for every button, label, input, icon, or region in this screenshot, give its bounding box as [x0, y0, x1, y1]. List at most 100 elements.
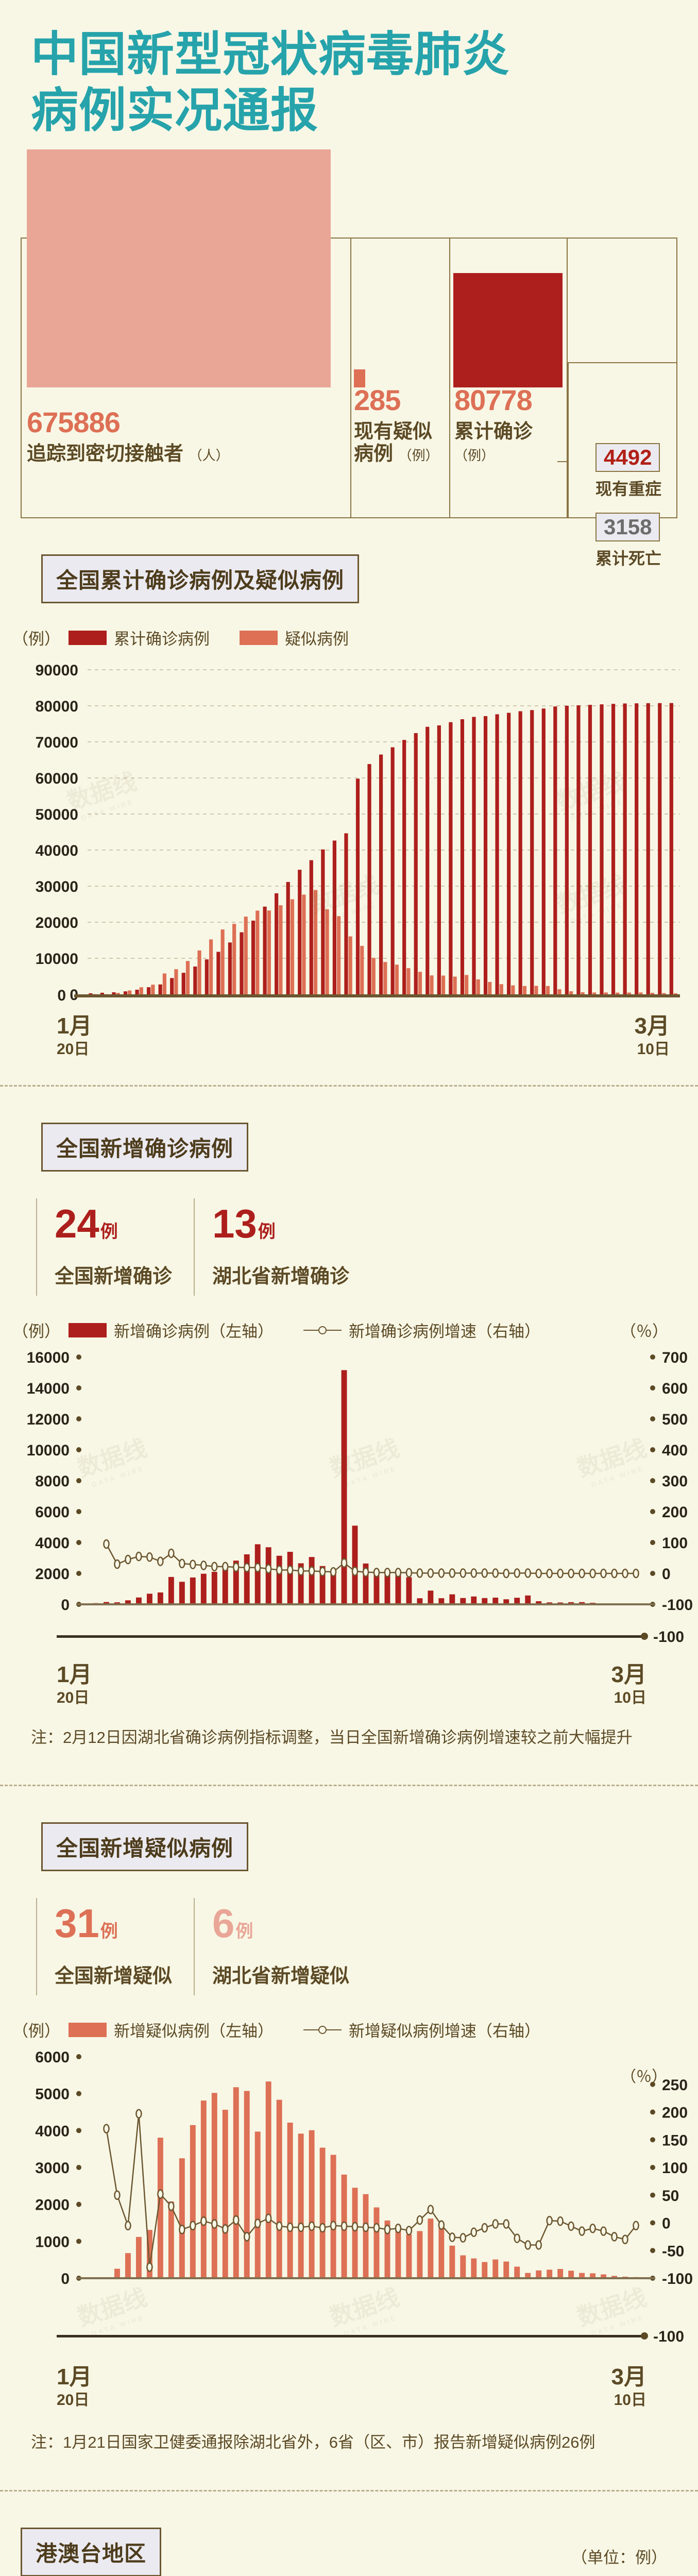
- legend-label-new-suspected-line: 新增疑似病例增速（右轴）: [349, 2022, 540, 2041]
- divider: [0, 2489, 698, 2492]
- yaxis-right-unit-new-suspected: （％）: [621, 2069, 667, 2086]
- svg-text:6000: 6000: [35, 1504, 70, 1521]
- chart-new-suspected-svg: 0 1000 2000 3000 4000 5000 6000 -100 -50 0 50 100 15…: [35, 2049, 693, 2345]
- kpi-national-new-confirmed-value-wrap: 24例: [55, 1204, 194, 1244]
- svg-text:50: 50: [662, 2188, 679, 2205]
- xaxis-start-day: 20日: [57, 1041, 90, 1058]
- stat-confirmed-value: 80778: [454, 383, 533, 416]
- kpi-hubei-new-confirmed-unit: 例: [258, 1222, 276, 1242]
- xaxis-end-day: 10日: [614, 2392, 646, 2409]
- svg-text:400: 400: [662, 1442, 688, 1459]
- legend-unit-right-new-confirmed: （％）: [620, 1323, 668, 1341]
- stat-suspected-label-text: 现有疑似病例: [354, 420, 433, 465]
- svg-text:8000: 8000: [35, 1473, 70, 1490]
- section-heading-new-suspected-text: 全国新增疑似病例: [56, 1836, 234, 1861]
- kpi-national-new-suspected-caption: 全国新增疑似: [55, 1965, 173, 1988]
- stat-confirmed-label: 累计确诊 （例）: [454, 421, 565, 466]
- svg-text:0: 0: [57, 987, 66, 1004]
- svg-text:100: 100: [662, 2160, 688, 2177]
- kpi-hubei-new-suspected-value: 6: [212, 1901, 235, 1946]
- svg-text:-100: -100: [662, 1597, 693, 1614]
- stat-confirmed-label-text: 累计确诊: [454, 420, 533, 443]
- kpi-national-new-confirmed-value: 24: [55, 1201, 99, 1247]
- xaxis-start-new-suspected: 1月 20日: [57, 2366, 92, 2412]
- xaxis-end-month: 3月: [611, 1662, 646, 1688]
- title-line-2: 病例实况通报: [31, 84, 319, 137]
- svg-text:100: 100: [662, 1535, 688, 1552]
- legend-label-new-confirmed-line: 新增确诊病例增速（右轴）: [349, 1323, 540, 1341]
- svg-text:-100: -100: [653, 1629, 684, 1646]
- kpi-hubei-new-suspected-caption: 湖北省新增疑似: [212, 1965, 350, 1988]
- xaxis-start-day: 20日: [57, 2392, 90, 2409]
- stat-contacts-label-text: 追踪到密切接触者: [27, 443, 184, 465]
- legend-swatch-suspected-icon: [240, 630, 278, 645]
- svg-text:6000: 6000: [35, 2049, 70, 2066]
- svg-text:0: 0: [61, 1597, 70, 1614]
- legend-new-confirmed: （例） 新增确诊病例（左轴） 新增确诊病例增速（右轴） （％）: [12, 1318, 698, 1342]
- chart-cumulative: 数据线 DATA WIRE 数据线 DATA WIRE 数据线 DATA WIRE 数…: [0, 654, 698, 1058]
- svg-text:40000: 40000: [36, 842, 78, 859]
- chart-cumulative-svg: 0 10000 20000 30000 40000 50000 60000 70000 8000…: [36, 662, 680, 1004]
- stat-severe-value: 4492: [595, 443, 660, 472]
- stat-contacts: 675886 追踪到密切接触者 （人）: [27, 408, 341, 466]
- svg-text:300: 300: [662, 1473, 688, 1490]
- svg-text:90000: 90000: [36, 662, 78, 679]
- svg-text:50000: 50000: [36, 806, 78, 823]
- stat-deaths-label: 累计死亡: [595, 549, 662, 568]
- stat-suspected: 285 现有疑似病例 （例）: [354, 383, 447, 466]
- title-block: 中国新型冠状病毒肺炎 病例实况通报: [0, 0, 698, 139]
- svg-text:30000: 30000: [36, 878, 78, 895]
- kpi-national-new-confirmed: 24例 全国新增确诊: [36, 1198, 194, 1296]
- legend-new-suspected: （例） 新增疑似病例（左轴） 新增疑似病例增速（右轴）: [12, 2018, 698, 2041]
- svg-text:80000: 80000: [36, 698, 78, 715]
- stat-contacts-label: 追踪到密切接触者 （人）: [27, 443, 341, 466]
- svg-text:4000: 4000: [35, 2123, 70, 2140]
- kpi-hubei-new-suspected: 6例 湖北省新增疑似: [194, 1898, 429, 1996]
- xaxis-end-day: 10日: [614, 1689, 646, 1707]
- page-title: 中国新型冠状病毒肺炎 病例实况通报: [31, 27, 667, 139]
- kpi-hubei-new-confirmed-caption: 湖北省新增确诊: [212, 1266, 350, 1288]
- xaxis-start-cumulative: 1月 20日: [57, 1015, 92, 1061]
- section-heading-regions: 港澳台地区: [21, 2527, 162, 2576]
- legend-label-new-confirmed-bar: 新增确诊病例（左轴）: [114, 1323, 274, 1341]
- svg-text:0: 0: [662, 2215, 671, 2232]
- xaxis-start-month: 1月: [57, 1662, 92, 1688]
- title-line-1: 中国新型冠状病毒肺炎: [31, 28, 510, 81]
- legend-unit-left-new-suspected: （例）: [12, 2022, 60, 2041]
- svg-text:14000: 14000: [27, 1380, 70, 1397]
- svg-text:3000: 3000: [35, 2160, 70, 2177]
- kpi-group-new-suspected: 31例 全国新增疑似 6例 湖北省新增疑似: [36, 1898, 698, 1996]
- kpi-national-new-suspected-value-wrap: 31例: [55, 1903, 194, 1943]
- chart-new-confirmed-svg: 0200040006000800010000120001400016000-10…: [27, 1349, 693, 1646]
- svg-text:150: 150: [662, 2132, 688, 2149]
- chart-new-confirmed: 数据线 DATA WIRE 数据线 DATA WIRE 数据线 DATA WIRE 0…: [0, 1347, 698, 1706]
- stat-contacts-value: 675886: [27, 406, 121, 439]
- legend-swatch-new-suspected-icon: [69, 2022, 107, 2037]
- svg-text:12000: 12000: [27, 1411, 70, 1428]
- xaxis-end-new-suspected: 3月 10日: [611, 2366, 646, 2412]
- stat-confirmed-unit: （例）: [454, 448, 495, 464]
- note-new-suspected: 注：1月21日国家卫健委通报除湖北省外，6省（区、市）报告新增疑似病例26例: [31, 2433, 595, 2452]
- svg-text:200: 200: [662, 2105, 688, 2122]
- chart-new-suspected: （％） 数据线 DATA WIRE 数据线 DATA WIRE 数据线 DATA WI…: [0, 2046, 698, 2409]
- legend-item-new-confirmed-line: 新增确诊病例增速（右轴）: [303, 1318, 540, 1342]
- stat-suspected-value: 285: [354, 383, 401, 416]
- xaxis-end-month: 3月: [634, 1013, 670, 1039]
- stat-suspected-label: 现有疑似病例 （例）: [354, 421, 447, 466]
- stat-severe: 4492 现有重症: [595, 443, 661, 500]
- svg-text:0: 0: [662, 1566, 671, 1583]
- stat-suspected-unit: （例）: [398, 448, 439, 464]
- svg-text:500: 500: [662, 1411, 688, 1428]
- legend-line-marker-icon: [303, 1325, 342, 1336]
- svg-text:10000: 10000: [36, 951, 78, 968]
- kpi-group-new-confirmed: 24例 全国新增确诊 13例 湖北省新增确诊: [36, 1198, 698, 1296]
- svg-text:16000: 16000: [27, 1349, 70, 1366]
- section-heading-new-confirmed-text: 全国新增确诊病例: [56, 1137, 234, 1161]
- xaxis-start-new-confirmed: 1月 20日: [57, 1664, 92, 1709]
- hero-sidebox: 4492 现有重症 3158 累计死亡: [557, 362, 676, 568]
- svg-text:5000: 5000: [35, 2086, 70, 2103]
- svg-text:700: 700: [662, 1349, 688, 1366]
- legend-item-new-confirmed-bar: 新增确诊病例（左轴）: [69, 1318, 274, 1342]
